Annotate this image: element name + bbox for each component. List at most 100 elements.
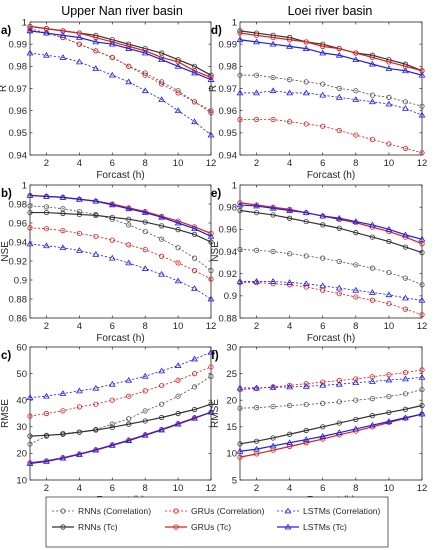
- data-point: [237, 246, 243, 252]
- series-line: [239, 209, 423, 254]
- y-tick-label: 10: [16, 475, 27, 486]
- data-point: [253, 38, 260, 45]
- y-tick-label: 0.99: [219, 39, 238, 50]
- data-point: [237, 30, 243, 36]
- series-rnn-corr: [237, 386, 425, 411]
- x-tick-label: 2: [254, 321, 259, 332]
- data-point: [319, 212, 327, 219]
- y-tick-label: 0.96: [9, 218, 28, 229]
- legend-marker: [60, 508, 66, 514]
- y-tick-label: 10: [226, 449, 237, 460]
- data-point: [419, 103, 425, 109]
- data-point: [286, 207, 294, 213]
- data-point: [191, 414, 198, 421]
- data-point: [43, 204, 50, 210]
- y-tick-label: 0.98: [219, 202, 238, 213]
- data-point: [125, 259, 133, 266]
- data-point: [302, 436, 310, 442]
- legend-entry-rnn-tc: RNNs (Tc): [52, 522, 118, 532]
- series-line: [239, 413, 423, 458]
- x-tick-label: 12: [206, 483, 217, 494]
- data-point: [419, 282, 425, 288]
- data-point: [76, 429, 82, 435]
- data-point: [43, 29, 50, 36]
- x-axis-label: Forcast (h): [307, 170, 355, 181]
- x-tick-label: 8: [143, 483, 148, 494]
- data-point: [253, 202, 260, 209]
- x-tick-label: 2: [44, 158, 49, 169]
- data-point: [253, 278, 260, 284]
- y-tick-label: 0.98: [219, 62, 238, 73]
- data-point: [75, 195, 83, 202]
- data-point: [369, 413, 375, 419]
- y-axis-label: NSE: [210, 241, 221, 262]
- legend-marker: [173, 524, 179, 530]
- y-axis-label: R: [208, 85, 219, 92]
- data-point: [336, 225, 342, 231]
- data-point: [92, 197, 100, 204]
- data-point: [27, 225, 33, 231]
- data-point: [207, 76, 215, 82]
- legend-entry-rnn-corr: RNNs (Correlation): [52, 506, 151, 516]
- data-point: [402, 369, 409, 376]
- data-point: [236, 89, 244, 96]
- data-point: [26, 394, 34, 400]
- data-point: [125, 78, 133, 85]
- data-point: [402, 275, 409, 281]
- series-line: [240, 90, 423, 116]
- series-lstm-corr: [236, 373, 426, 391]
- data-point: [386, 300, 392, 307]
- data-point: [175, 377, 181, 383]
- data-point: [59, 31, 67, 38]
- data-point: [369, 234, 375, 240]
- data-point: [369, 92, 375, 98]
- data-point: [236, 278, 244, 284]
- y-tick-label: 0.95: [9, 128, 28, 139]
- y-tick-label: 0.86: [9, 313, 28, 324]
- panel-letter: f): [211, 350, 219, 362]
- data-point: [43, 193, 50, 199]
- data-point: [418, 410, 426, 417]
- x-tick-label: 4: [77, 483, 82, 494]
- series-rnn-corr: [237, 72, 425, 109]
- legend-marker: [284, 523, 292, 530]
- data-point: [303, 39, 309, 45]
- data-point: [142, 418, 148, 424]
- data-point: [286, 89, 294, 96]
- data-point: [26, 27, 34, 34]
- y-tick-label: 0.94: [9, 237, 28, 248]
- data-point: [287, 37, 293, 43]
- y-axis-label: RMSE: [210, 399, 221, 428]
- y-tick-label: 30: [16, 422, 27, 433]
- data-point: [352, 56, 360, 63]
- panel-letter: c): [1, 350, 11, 362]
- data-point: [402, 306, 409, 312]
- data-point: [253, 384, 260, 391]
- data-point: [237, 116, 243, 123]
- data-point: [126, 222, 132, 228]
- data-point: [402, 391, 409, 397]
- data-point: [419, 402, 425, 409]
- x-tick-label: 6: [320, 158, 325, 169]
- data-point: [253, 89, 260, 96]
- legend-label: GRUs (Correlation): [191, 506, 265, 516]
- data-point: [302, 382, 310, 389]
- y-tick-label: 0.96: [219, 225, 238, 236]
- data-point: [158, 270, 166, 277]
- legend-label: RNNs (Correlation): [78, 506, 151, 516]
- data-point: [175, 393, 181, 399]
- data-point: [335, 214, 343, 221]
- data-point: [191, 225, 198, 232]
- data-point: [270, 403, 276, 410]
- data-point: [237, 200, 243, 206]
- data-point: [208, 364, 214, 370]
- data-point: [352, 218, 360, 224]
- data-point: [302, 89, 310, 96]
- x-tick-label: 8: [143, 158, 148, 169]
- data-point: [336, 128, 342, 134]
- legend-entry-lstm-tc: LSTMs (Tc): [277, 522, 347, 532]
- data-point: [191, 267, 198, 274]
- data-point: [320, 424, 326, 430]
- data-point: [191, 118, 198, 125]
